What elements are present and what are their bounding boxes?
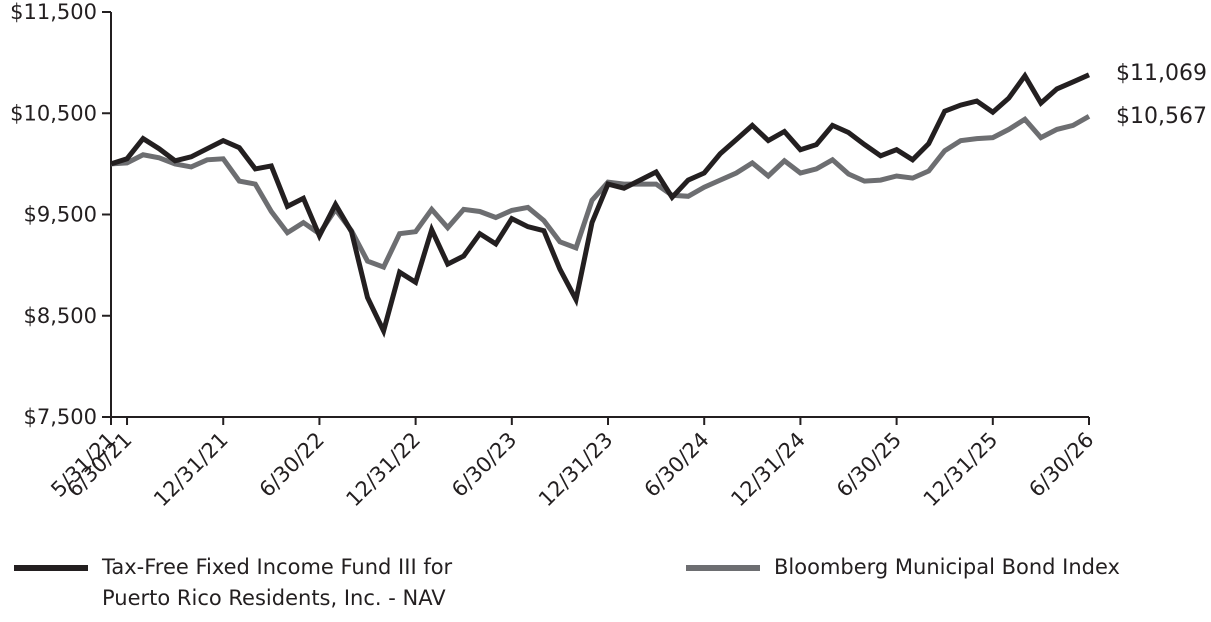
x-tick-label: 12/31/22 <box>341 428 425 512</box>
x-axis: 5/31/216/30/21 12/31/21 6/30/22 12/31/22 6/3… <box>46 416 1099 512</box>
y-tick-label: $7,500 <box>24 405 97 429</box>
x-tick-label: 6/30/25 <box>832 428 906 502</box>
series-line-fund <box>110 71 1091 339</box>
y-tick-label: $9,500 <box>24 203 97 227</box>
x-tick-label: 6/30/23 <box>447 428 521 502</box>
end-label-fund: $11,069 <box>1116 61 1207 86</box>
legend-label-fund: Tax-Free Fixed Income Fund III for Puert… <box>102 555 453 610</box>
line-chart: $11,500$10,500$9,500$8,500$7,500 5/31/21… <box>10 0 1207 512</box>
x-tick-label: 12/31/21 <box>149 428 233 512</box>
legend-item-index: Bloomberg Municipal Bond Index <box>686 552 1194 583</box>
series-line-index <box>110 114 1091 271</box>
x-tick-label: 6/30/26 <box>1024 428 1098 502</box>
x-tick-label: 6/30/22 <box>255 428 329 502</box>
series-layer <box>110 71 1091 339</box>
y-tick-label: $11,500 <box>10 0 97 24</box>
end-labels: $11,069 $10,567 <box>1116 61 1207 129</box>
x-tick-label: 12/31/25 <box>919 428 1003 512</box>
legend-swatch-fund <box>14 565 88 571</box>
y-tick-label: $8,500 <box>24 304 97 328</box>
y-tick-label: $10,500 <box>10 101 97 125</box>
x-tick-label: 6/30/24 <box>640 428 714 502</box>
legend-label-index: Bloomberg Municipal Bond Index <box>774 555 1120 579</box>
end-label-index: $10,567 <box>1116 104 1207 129</box>
x-tick-label: 12/31/24 <box>726 428 810 512</box>
legend-swatch-index <box>686 565 760 571</box>
y-axis: $11,500 $10,500 $9,500 $8,500 $7,500 <box>10 0 112 429</box>
legend-item-fund: Tax-Free Fixed Income Fund III for Puert… <box>14 552 522 614</box>
x-tick-label: 12/31/23 <box>534 428 618 512</box>
